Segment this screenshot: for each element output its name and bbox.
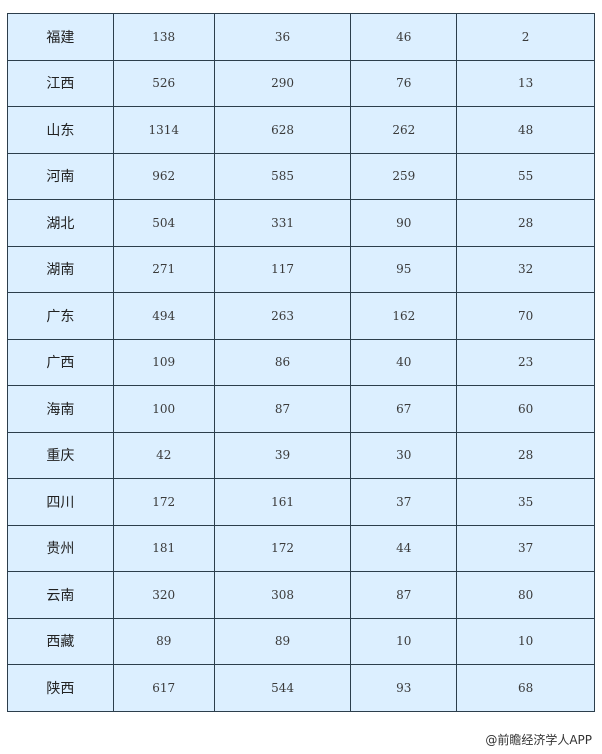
table-row: 福建 138 36 46 2: [7, 13, 595, 61]
value-cell: 87: [350, 571, 458, 619]
value-cell: 962: [112, 152, 215, 200]
table-row: 广东 494 263 162 70: [7, 292, 595, 340]
value-cell: 60: [456, 385, 595, 433]
table-row: 广西 109 86 40 23: [7, 338, 595, 386]
table-row: 湖北 504 331 90 28: [7, 199, 595, 247]
province-cell: 广东: [7, 292, 114, 340]
value-cell: 23: [456, 338, 595, 386]
province-cell: 山东: [7, 106, 114, 154]
value-cell: 172: [112, 478, 215, 526]
data-table: 福建 138 36 46 2 江西 526 290 76 13 山东 1314 628 262 48 河南 96…: [7, 13, 595, 712]
province-cell: 湖北: [7, 199, 114, 247]
table-row: 海南 100 87 67 60: [7, 385, 595, 433]
province-cell: 陕西: [7, 664, 114, 712]
value-cell: 32: [456, 245, 595, 293]
province-cell: 四川: [7, 478, 114, 526]
value-cell: 13: [456, 59, 595, 107]
value-cell: 1314: [112, 106, 215, 154]
province-cell: 重庆: [7, 431, 114, 479]
value-cell: 42: [112, 431, 215, 479]
value-cell: 2: [456, 13, 595, 61]
value-cell: 162: [350, 292, 458, 340]
value-cell: 68: [456, 664, 595, 712]
source-credit: @前瞻经济学人APP: [485, 733, 592, 747]
value-cell: 30: [350, 431, 458, 479]
table-row: 贵州 181 172 44 37: [7, 524, 595, 572]
value-cell: 37: [456, 524, 595, 572]
value-cell: 86: [213, 338, 352, 386]
province-cell: 湖南: [7, 245, 114, 293]
province-cell: 海南: [7, 385, 114, 433]
value-cell: 138: [112, 13, 215, 61]
province-cell: 云南: [7, 571, 114, 619]
value-cell: 100: [112, 385, 215, 433]
value-cell: 585: [213, 152, 352, 200]
table-row: 江西 526 290 76 13: [7, 59, 595, 107]
value-cell: 10: [350, 617, 458, 665]
value-cell: 40: [350, 338, 458, 386]
value-cell: 55: [456, 152, 595, 200]
value-cell: 161: [213, 478, 352, 526]
value-cell: 494: [112, 292, 215, 340]
value-cell: 44: [350, 524, 458, 572]
value-cell: 35: [456, 478, 595, 526]
value-cell: 76: [350, 59, 458, 107]
value-cell: 628: [213, 106, 352, 154]
table-body: 福建 138 36 46 2 江西 526 290 76 13 山东 1314 628 262 48 河南 96…: [7, 13, 595, 712]
value-cell: 36: [213, 13, 352, 61]
table-row: 云南 320 308 87 80: [7, 571, 595, 619]
value-cell: 67: [350, 385, 458, 433]
value-cell: 544: [213, 664, 352, 712]
value-cell: 48: [456, 106, 595, 154]
province-cell: 福建: [7, 13, 114, 61]
value-cell: 80: [456, 571, 595, 619]
table-row: 西藏 89 89 10 10: [7, 617, 595, 665]
province-cell: 河南: [7, 152, 114, 200]
value-cell: 617: [112, 664, 215, 712]
value-cell: 290: [213, 59, 352, 107]
value-cell: 259: [350, 152, 458, 200]
value-cell: 109: [112, 338, 215, 386]
value-cell: 331: [213, 199, 352, 247]
province-cell: 西藏: [7, 617, 114, 665]
table-row: 湖南 271 117 95 32: [7, 245, 595, 293]
value-cell: 95: [350, 245, 458, 293]
value-cell: 46: [350, 13, 458, 61]
province-cell: 贵州: [7, 524, 114, 572]
value-cell: 39: [213, 431, 352, 479]
value-cell: 262: [350, 106, 458, 154]
value-cell: 90: [350, 199, 458, 247]
value-cell: 172: [213, 524, 352, 572]
value-cell: 271: [112, 245, 215, 293]
value-cell: 526: [112, 59, 215, 107]
value-cell: 117: [213, 245, 352, 293]
value-cell: 87: [213, 385, 352, 433]
table-row: 重庆 42 39 30 28: [7, 431, 595, 479]
table-row: 陕西 617 544 93 68: [7, 664, 595, 712]
value-cell: 28: [456, 199, 595, 247]
table-row: 四川 172 161 37 35: [7, 478, 595, 526]
value-cell: 70: [456, 292, 595, 340]
value-cell: 181: [112, 524, 215, 572]
value-cell: 89: [213, 617, 352, 665]
value-cell: 320: [112, 571, 215, 619]
value-cell: 93: [350, 664, 458, 712]
table-row: 河南 962 585 259 55: [7, 152, 595, 200]
value-cell: 89: [112, 617, 215, 665]
value-cell: 263: [213, 292, 352, 340]
value-cell: 37: [350, 478, 458, 526]
province-cell: 广西: [7, 338, 114, 386]
table-row: 山东 1314 628 262 48: [7, 106, 595, 154]
value-cell: 308: [213, 571, 352, 619]
value-cell: 28: [456, 431, 595, 479]
value-cell: 10: [456, 617, 595, 665]
province-cell: 江西: [7, 59, 114, 107]
value-cell: 504: [112, 199, 215, 247]
